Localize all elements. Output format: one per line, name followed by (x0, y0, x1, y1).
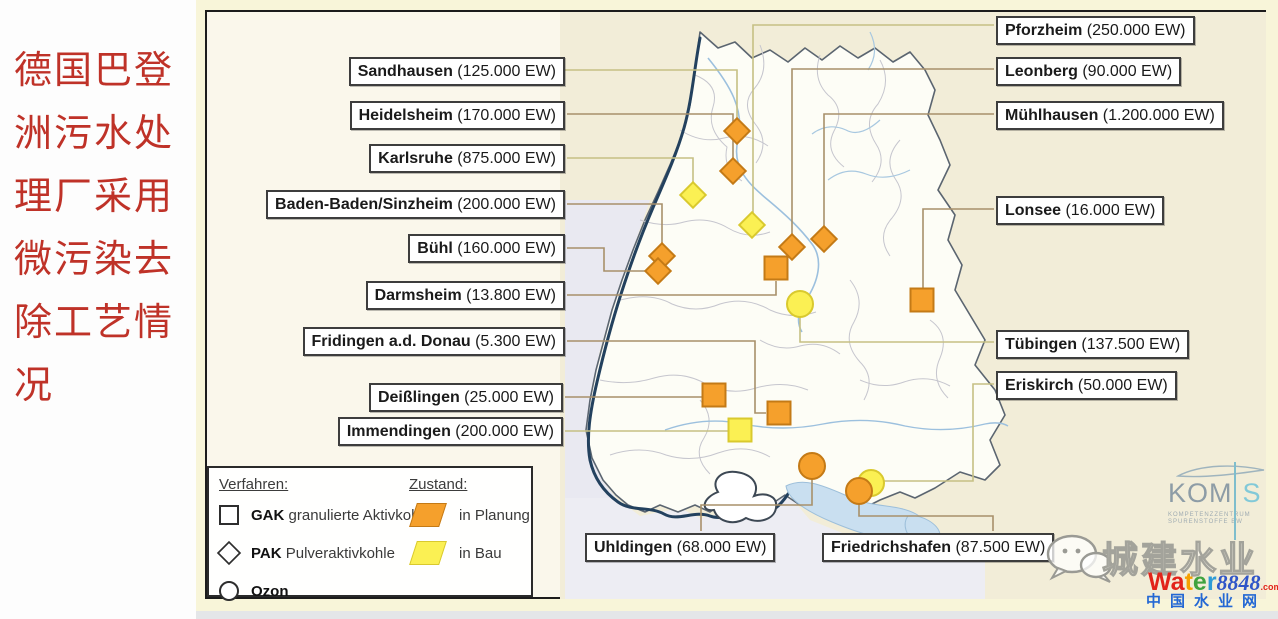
leader-line-muehlhausen (823, 113, 994, 227)
legend-item-bau: in Bau (409, 541, 530, 565)
label-karlsruhe: Karlsruhe (875.000 EW) (369, 144, 565, 173)
circle-icon (219, 581, 239, 601)
state-outline (585, 31, 1006, 513)
watermark-brand: Water8848.com (1148, 568, 1278, 597)
leader-line-buehl (567, 247, 646, 272)
label-heidelsheim: Heidelsheim (170.000 EW) (349, 101, 565, 130)
watermark-dotcom: .com (1260, 582, 1278, 592)
label-friedrichshafen: Friedrichshafen (87.500 EW) (822, 533, 1055, 562)
marker-darmsheim (763, 255, 789, 281)
legend-item-gak: GAK granulierte Aktivkohle (219, 503, 431, 527)
label-eriskirch: Eriskirch (50.000 EW) (996, 371, 1177, 400)
label-lonsee: Lonsee (16.000 EW) (996, 196, 1165, 225)
marker-sandhausen (722, 116, 752, 146)
leader-line-heidelsheim (567, 113, 734, 159)
leader-line-tuebingen (799, 317, 994, 343)
label-fridingen: Fridingen a.d. Donau (5.300 EW) (302, 327, 565, 356)
label-deisslingen: Deißlingen (25.000 EW) (368, 383, 563, 412)
page-title: 德国巴登 洲污水处 理厂采用 微污染去 除工艺情况 (14, 50, 175, 407)
legend-item-ozon: Ozon (219, 579, 431, 603)
watermark-number: 8848 (1216, 570, 1261, 595)
label-immendingen: Immendingen (200.000 EW) (337, 417, 563, 446)
leader-line-sandhausen (565, 69, 738, 119)
legend-zustand-title: Zustand: (409, 476, 468, 493)
marker-karlsruhe (678, 180, 708, 210)
watermark-site-name: 中国水业网 (1146, 593, 1267, 610)
watermark-stamp: 城建水业 (1101, 538, 1259, 580)
koms-bar (1234, 462, 1236, 540)
legend-item-pak: PAK Pulveraktivkohle (216, 540, 431, 566)
koms-text-kom: KOM (1168, 478, 1233, 508)
map-legend: Verfahren: GAK granulierte Aktivkohle PA… (207, 466, 533, 601)
plant-markers (643, 116, 935, 505)
leader-lines (565, 24, 994, 531)
wechat-icon (1046, 534, 1113, 583)
marker-buehl (643, 256, 673, 286)
rhine-river (586, 36, 790, 519)
label-sandhausen: Sandhausen (125.000 EW) (348, 57, 565, 86)
marker-muehlhausen (809, 224, 839, 254)
legend-item-planung: in Planung (409, 503, 530, 527)
marker-leonberg (777, 232, 807, 262)
marker-lonsee (909, 287, 935, 313)
marker-friedrichshafen (845, 477, 873, 505)
leader-line-darmsheim (567, 281, 777, 296)
legend-verfahren-title: Verfahren: (219, 476, 289, 493)
leader-line-baden-baden (567, 203, 663, 244)
label-leonberg: Leonberg (90.000 EW) (996, 57, 1182, 86)
koms-text-s: S (1242, 478, 1262, 508)
marker-fridingen (766, 400, 792, 426)
label-uhldingen: Uhldingen (68.000 EW) (585, 533, 776, 562)
schaffhausen-enclave (703, 470, 778, 524)
koms-subtitle-2: SPURENSTOFFE BW (1168, 519, 1243, 525)
leader-line-uhldingen (700, 479, 813, 531)
diamond-icon (216, 540, 242, 566)
leader-line-friedrichshafen (858, 504, 994, 531)
bottom-strip (185, 611, 1278, 619)
leader-line-lonsee (922, 208, 994, 288)
label-tuebingen: Tübingen (137.500 EW) (996, 330, 1190, 359)
koms-subtitle-1: KOMPETENZZENTRUM (1168, 512, 1251, 518)
watermark-brand-letters: Water (1148, 568, 1217, 596)
sidebar: 德国巴登 洲污水处 理厂采用 微污染去 除工艺情况 (0, 0, 196, 619)
koms-swoosh-icon (1176, 465, 1265, 478)
marker-heidelsheim (718, 156, 748, 186)
zustand-swatch-bau (409, 541, 447, 565)
leader-line-karlsruhe (567, 157, 694, 183)
koms-logo: KOM S KOMPETENZZENTRUM SPURENSTOFFE BW (1168, 462, 1268, 558)
marker-uhldingen (798, 452, 826, 480)
leader-line-pforzheim (752, 24, 994, 213)
label-buehl: Bühl (160.000 EW) (408, 234, 565, 263)
marker-pforzheim (737, 210, 767, 240)
label-muehlhausen: Mühlhausen (1.200.000 EW) (996, 101, 1224, 130)
label-pforzheim: Pforzheim (250.000 EW) (996, 16, 1195, 45)
leader-line-eriskirch (884, 383, 994, 482)
marker-tuebingen (786, 290, 814, 318)
label-baden-baden: Baden-Baden/Sinzheim (200.000 EW) (266, 190, 565, 219)
leader-line-fridingen (567, 340, 766, 414)
leader-line-leonberg (791, 68, 994, 235)
label-darmsheim: Darmsheim (13.800 EW) (365, 281, 565, 310)
zustand-swatch-planung (409, 503, 447, 527)
marker-immendingen (727, 417, 753, 443)
marker-deisslingen (701, 382, 727, 408)
square-icon (219, 505, 239, 525)
